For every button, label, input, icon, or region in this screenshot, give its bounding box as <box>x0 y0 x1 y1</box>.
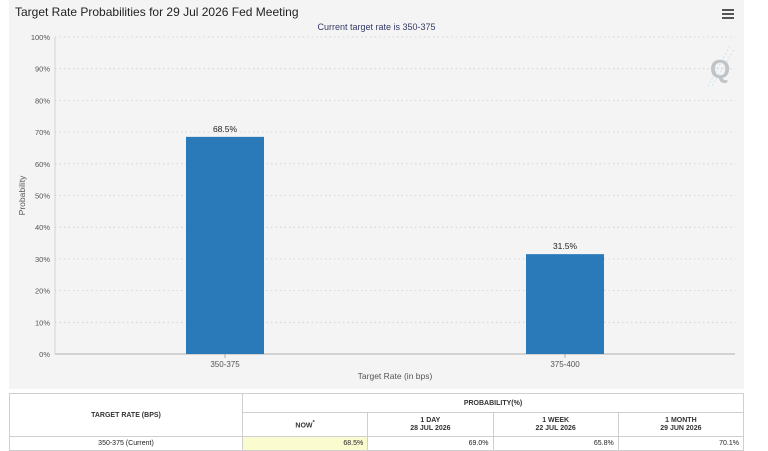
col-1week-header: 1 WEEK 22 JUL 2026 <box>492 412 619 437</box>
y-tick-label: 90% <box>35 65 50 74</box>
chart-subtitle: Current target rate is 350-375 <box>317 22 436 32</box>
cell-1day: 69.0% <box>367 436 494 451</box>
bar-375-400 <box>526 254 604 354</box>
col-now-header: NOW* <box>241 412 369 437</box>
cell-now: 68.5% <box>241 436 369 451</box>
probability-header: PROBABILITY(%) <box>242 392 744 414</box>
y-tick-label: 40% <box>35 223 50 232</box>
y-tick-label: 0% <box>39 350 50 359</box>
x-tick-label: 350-375 <box>210 360 240 369</box>
chart-panel: Target Rate Probabilities for 29 Jul 202… <box>9 0 744 389</box>
x-axis-title: Target Rate (in bps) <box>358 371 433 381</box>
table-row: 350-375 (Current) 68.5% 69.0% 65.8% 70.1… <box>9 436 745 451</box>
data-label: 31.5% <box>553 241 578 251</box>
col-1day-header: 1 DAY 28 JUL 2026 <box>367 412 494 437</box>
y-tick-label: 30% <box>35 255 50 264</box>
watermark-letter: Q <box>710 54 730 84</box>
chart-title: Target Rate Probabilities for 29 Jul 202… <box>15 5 299 19</box>
y-tick-label: 10% <box>35 318 50 327</box>
bar-chart: 0% 10% 20% 30% 40% 50% 60% 70% 80% 90% 100% 68.5% 35… <box>17 33 735 381</box>
cell-1week: 65.8% <box>492 436 619 451</box>
data-label: 68.5% <box>213 124 238 134</box>
y-tick-label: 60% <box>35 160 50 169</box>
y-tick-label: 100% <box>31 33 51 42</box>
cell-1month: 70.1% <box>617 436 745 451</box>
col-1month-header: 1 MONTH 29 JUN 2026 <box>617 412 745 437</box>
probability-table-container: TARGET RATE (BPS) PROBABILITY(%) NOW* 1 … <box>9 392 745 451</box>
row-rate-label: 350-375 (Current) <box>9 436 243 451</box>
hamburger-menu-icon[interactable] <box>722 9 734 19</box>
y-tick-label: 80% <box>35 96 50 105</box>
logo-watermark-icon: Q <box>707 45 735 87</box>
bar-350-375 <box>186 136 264 354</box>
target-rate-header: TARGET RATE (BPS) <box>9 393 243 437</box>
x-tick-label: 375-400 <box>550 360 580 369</box>
y-tick-label: 50% <box>35 192 50 201</box>
y-axis-title: Probability <box>17 175 27 215</box>
probability-table: TARGET RATE (BPS) PROBABILITY(%) NOW* 1 … <box>9 392 745 451</box>
y-tick-label: 20% <box>35 287 50 296</box>
y-tick-label: 70% <box>35 128 50 137</box>
